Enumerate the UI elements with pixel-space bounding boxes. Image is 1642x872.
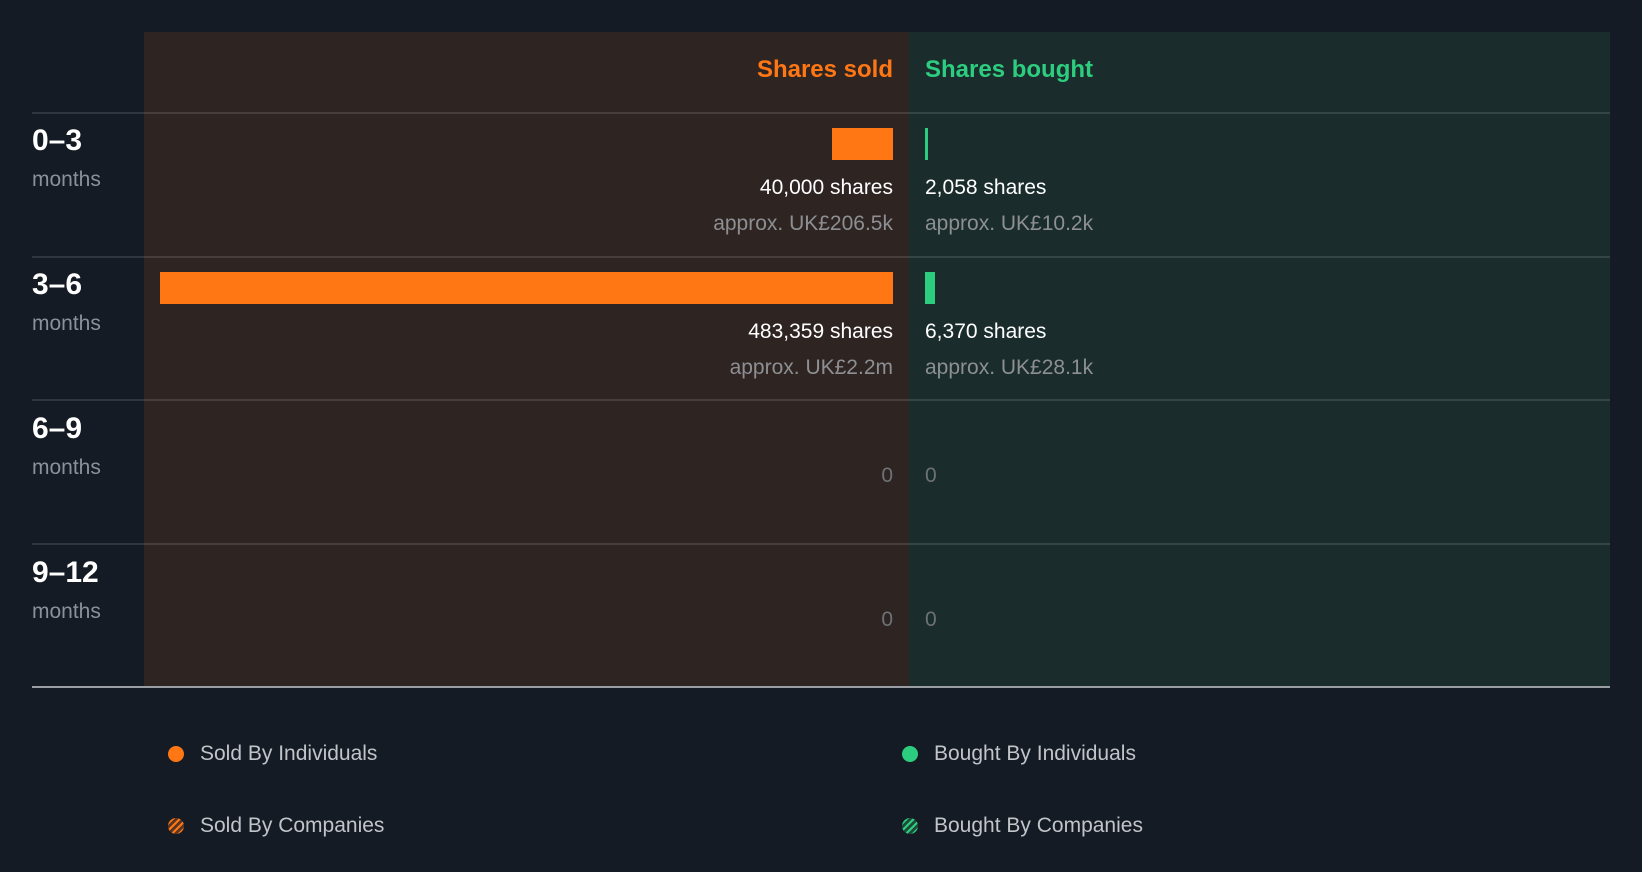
striped-dot-icon: [902, 818, 918, 834]
sold-zero-6-9: 0: [881, 464, 893, 487]
bought-shares-3-6: 6,370 shares: [925, 320, 1047, 343]
legend-label: Sold By Individuals: [200, 742, 378, 765]
row-divider: [32, 256, 1610, 258]
bought-value-0-3: approx. UK£10.2k: [925, 212, 1094, 235]
row-unit: months: [32, 456, 101, 479]
sold-panel: [144, 32, 909, 687]
legend-label: Sold By Companies: [200, 814, 385, 837]
header-bought: Shares bought: [925, 56, 1094, 83]
sold-shares-3-6: 483,359 shares: [748, 320, 893, 343]
row-divider: [32, 399, 1610, 401]
row-label-9-12: 9–12 months: [32, 555, 101, 627]
bar-sold-3-6[interactable]: [160, 272, 893, 304]
row-unit: months: [32, 168, 101, 191]
legend-label: Bought By Companies: [934, 814, 1143, 837]
dot-icon: [168, 746, 184, 762]
bought-panel: [909, 32, 1610, 687]
bought-zero-9-12: 0: [925, 608, 937, 631]
bought-zero-6-9: 0: [925, 464, 937, 487]
row-range: 0–3: [32, 124, 83, 157]
sold-value-0-3: approx. UK£206.5k: [713, 212, 893, 235]
row-divider: [32, 112, 1610, 114]
header-sold: Shares sold: [756, 56, 893, 83]
row-unit: months: [32, 312, 101, 335]
row-label-3-6: 3–6 months: [32, 267, 101, 339]
legend-bought-companies[interactable]: Bought By Companies: [902, 812, 1143, 840]
x-axis-line: [32, 686, 1610, 688]
sold-zero-9-12: 0: [881, 608, 893, 631]
row-divider: [32, 543, 1610, 545]
bar-bought-0-3[interactable]: [925, 128, 928, 160]
striped-dot-icon: [168, 818, 184, 834]
sold-value-3-6: approx. UK£2.2m: [729, 356, 893, 379]
bought-value-3-6: approx. UK£28.1k: [925, 356, 1094, 379]
bar-sold-0-3[interactable]: [832, 128, 893, 160]
legend-sold-companies[interactable]: Sold By Companies: [168, 812, 384, 840]
legend-bought-individuals[interactable]: Bought By Individuals: [902, 740, 1136, 768]
legend-sold-individuals[interactable]: Sold By Individuals: [168, 740, 377, 768]
row-label-0-3: 0–3 months: [32, 123, 101, 195]
row-range: 6–9: [32, 412, 83, 445]
sold-shares-0-3: 40,000 shares: [759, 176, 893, 199]
row-unit: months: [32, 600, 101, 623]
row-range: 9–12: [32, 556, 99, 589]
dot-icon: [902, 746, 918, 762]
bar-bought-3-6[interactable]: [925, 272, 935, 304]
legend-label: Bought By Individuals: [934, 742, 1136, 765]
row-range: 3–6: [32, 268, 83, 301]
bought-shares-0-3: 2,058 shares: [925, 176, 1047, 199]
row-label-6-9: 6–9 months: [32, 411, 101, 483]
